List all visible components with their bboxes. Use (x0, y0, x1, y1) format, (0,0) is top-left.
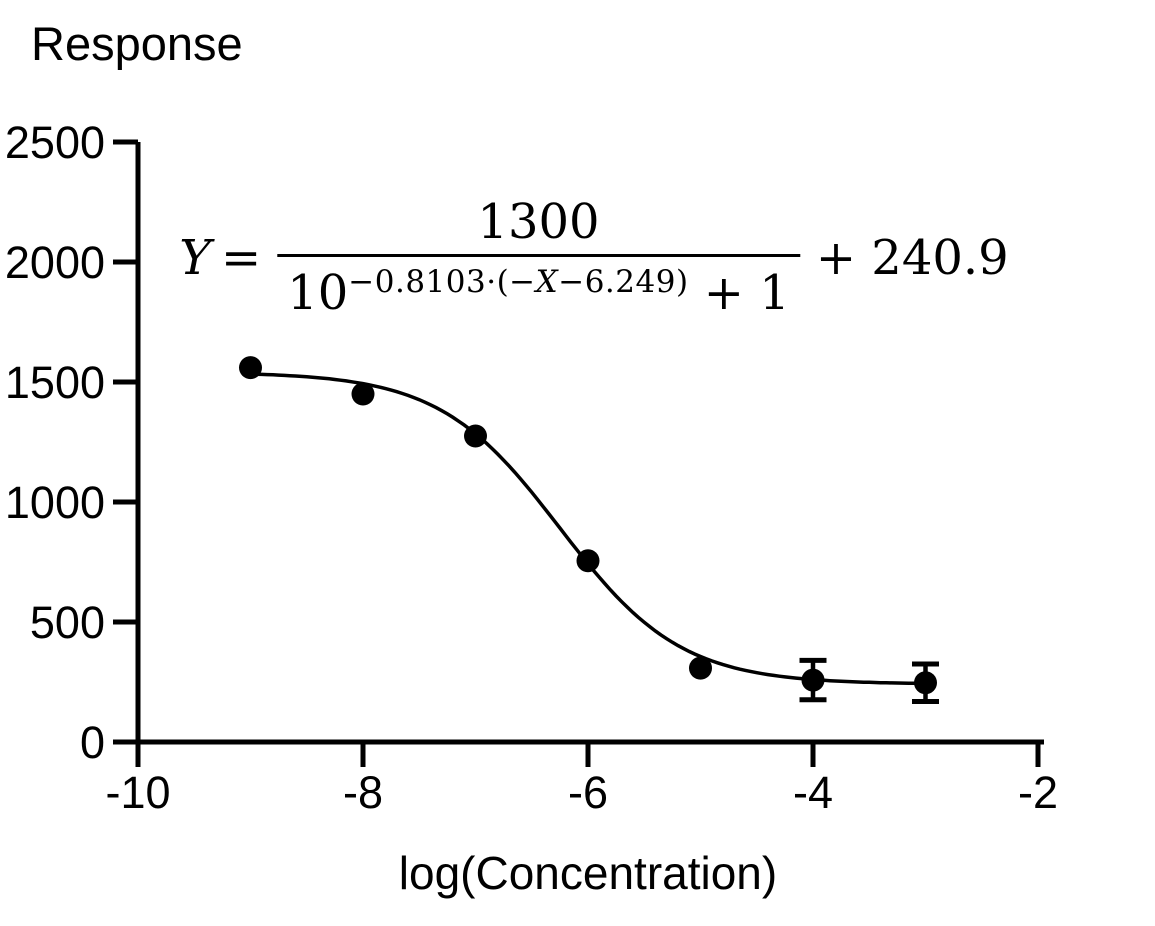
y-axis-title: Response (31, 17, 243, 70)
fit-curve (248, 372, 928, 686)
y-tick-label: 0 (80, 717, 105, 768)
x-tick-label: -8 (343, 767, 383, 818)
fit-equation: Y = 1300 10−0.8103·(−X−6.249) + 1 + 240.… (179, 198, 1008, 317)
data-point (239, 356, 262, 380)
equation-suffix: + 240.9 (815, 229, 1009, 286)
equation-denominator-tail: + 1 (688, 265, 790, 321)
x-axis-label: log(Concentration) (398, 847, 778, 899)
x-tick-label: -4 (793, 767, 833, 818)
axis-spine (135, 142, 1044, 745)
data-point (801, 668, 825, 692)
y-tick-label: 500 (30, 597, 105, 648)
data-point (914, 671, 937, 695)
x-tick-label: -10 (105, 767, 170, 818)
y-tick-label: 1000 (5, 477, 105, 528)
y-tick-label: 2000 (5, 237, 105, 288)
equation-exponent: −0.8103·(−X−6.249) (348, 264, 688, 300)
y-tick-label: 2500 (5, 117, 105, 168)
equation-exponent-post: −6.249) (558, 264, 689, 300)
equation-denominator-base: 10 (287, 265, 349, 321)
equation-denominator: 10−0.8103·(−X−6.249) + 1 (277, 254, 800, 317)
data-point (464, 424, 487, 448)
y-tick-label: 1500 (5, 357, 105, 408)
x-tick-label: -2 (1018, 767, 1058, 818)
equation-exponent-variable: X (535, 264, 559, 300)
equation-exponent-pre: −0.8103·(− (348, 264, 536, 300)
equation-lhs-variable: Y (179, 229, 211, 286)
equation-numerator: 1300 (477, 194, 600, 250)
data-point (689, 656, 712, 680)
x-tick-label: -6 (568, 767, 608, 818)
data-point (351, 382, 375, 406)
data-point (576, 549, 600, 573)
equation-equals-sign: = (220, 229, 262, 286)
equation-fraction: 1300 10−0.8103·(−X−6.249) + 1 (277, 198, 800, 317)
